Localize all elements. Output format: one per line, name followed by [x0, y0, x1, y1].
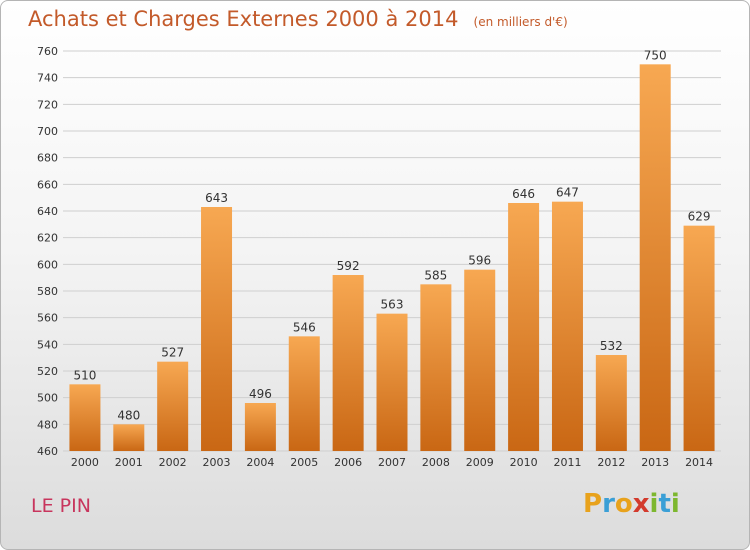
bar-2011 [551, 201, 583, 451]
x-tick-label: 2012 [597, 456, 625, 469]
bar-2008 [420, 284, 452, 451]
y-tick-label: 480 [37, 418, 58, 431]
value-label: 527 [161, 346, 184, 360]
logo-letter: P [583, 489, 603, 519]
x-tick-label: 2008 [422, 456, 450, 469]
bar-2005 [288, 336, 320, 451]
x-axis-ticks: 2000 2001 2002 2003 2004 2005 2006 2007 2008 2009… [71, 456, 713, 469]
y-tick-label: 600 [37, 258, 58, 271]
value-label: 585 [424, 268, 447, 282]
y-tick-label: 740 [37, 72, 58, 85]
y-tick-label: 460 [37, 445, 58, 458]
logo-letter: i [649, 489, 659, 519]
bar-2013 [639, 64, 671, 452]
value-label: 596 [468, 254, 491, 268]
value-label: 563 [381, 298, 404, 312]
y-tick-label: 580 [37, 285, 58, 298]
value-label: 480 [117, 408, 140, 422]
y-tick-label: 620 [37, 232, 58, 245]
x-tick-label: 2006 [334, 456, 362, 469]
x-tick-label: 2013 [641, 456, 669, 469]
bar-2003 [201, 207, 233, 451]
proxiti-logo[interactable]: Proxiti [583, 489, 680, 519]
value-label: 750 [644, 48, 667, 62]
bar-2012 [595, 355, 627, 451]
x-tick-label: 2001 [115, 456, 143, 469]
logo-letter: t [658, 489, 671, 519]
bar-2009 [464, 269, 496, 451]
x-tick-label: 2005 [290, 456, 318, 469]
x-tick-label: 2014 [685, 456, 713, 469]
x-tick-label: 2011 [553, 456, 581, 469]
logo-letter: o [614, 489, 633, 519]
x-tick-label: 2010 [510, 456, 538, 469]
y-tick-label: 680 [37, 152, 58, 165]
x-tick-label: 2004 [246, 456, 274, 469]
x-tick-label: 2007 [378, 456, 406, 469]
x-tick-label: 2003 [203, 456, 231, 469]
chart-units: (en milliers d'€) [473, 15, 568, 29]
logo-letter: r [602, 489, 615, 519]
value-label: 646 [512, 187, 535, 201]
x-tick-label: 2000 [71, 456, 99, 469]
y-tick-label: 500 [37, 392, 58, 405]
bar-2001 [113, 424, 145, 451]
bar-2007 [376, 313, 408, 451]
y-axis-ticks: 460 480 500 520 540 560 580 600 620 640 660 680 700 7… [37, 45, 58, 458]
bar-2014 [683, 225, 715, 451]
y-tick-label: 760 [37, 45, 58, 58]
commune-name: LE PIN [31, 495, 91, 517]
bar-2006 [332, 275, 364, 451]
value-label: 510 [73, 368, 96, 382]
y-tick-label: 660 [37, 178, 58, 191]
x-tick-label: 2009 [466, 456, 494, 469]
title-row: Achats et Charges Externes 2000 à 2014 (… [28, 7, 568, 31]
bar-2000 [69, 384, 101, 451]
value-label: 643 [205, 191, 228, 205]
y-tick-label: 560 [37, 312, 58, 325]
bar-2004 [244, 403, 276, 451]
y-tick-label: 700 [37, 125, 58, 138]
bar-2002 [157, 361, 189, 451]
y-tick-label: 720 [37, 98, 58, 111]
y-tick-label: 640 [37, 205, 58, 218]
x-tick-label: 2002 [159, 456, 187, 469]
y-tick-label: 520 [37, 365, 58, 378]
value-label: 496 [249, 387, 272, 401]
chart-title: Achats et Charges Externes 2000 à 2014 [28, 7, 459, 31]
value-label: 629 [688, 210, 711, 224]
value-label: 532 [600, 339, 623, 353]
bar-2010 [508, 203, 540, 451]
logo-letter: i [670, 489, 680, 519]
value-label: 546 [293, 320, 316, 334]
bars [69, 64, 715, 452]
value-label: 592 [337, 259, 360, 273]
y-tick-label: 540 [37, 338, 58, 351]
logo-letter: x [632, 489, 650, 519]
value-labels: 510 480 527 643 496 546 592 563 585 596 646 647 532 7… [73, 48, 710, 422]
value-label: 647 [556, 186, 579, 200]
